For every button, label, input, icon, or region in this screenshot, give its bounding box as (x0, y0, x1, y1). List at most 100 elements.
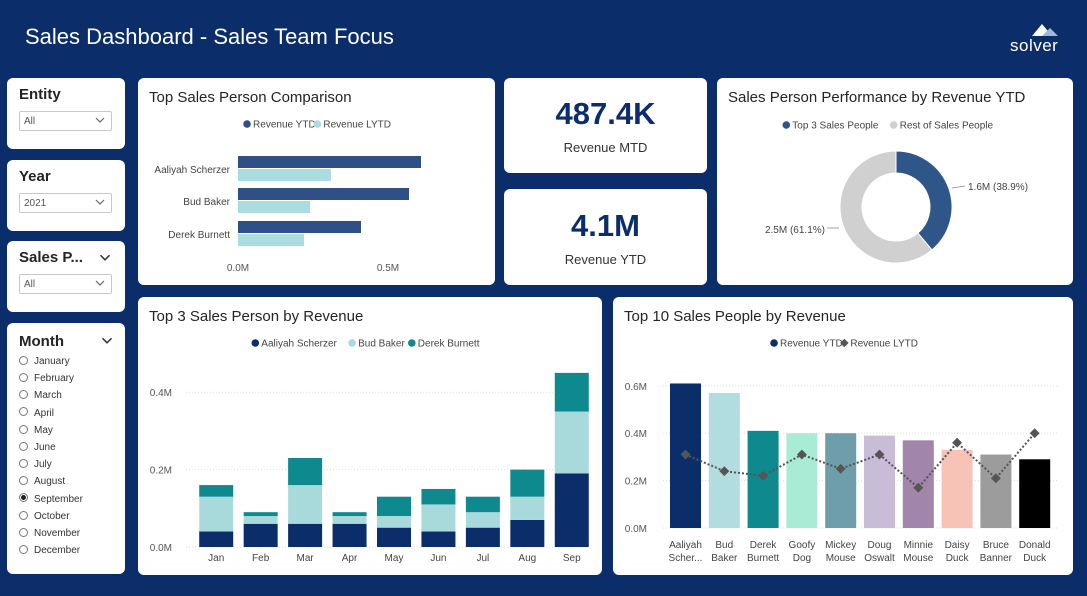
radio-icon[interactable] (19, 527, 28, 537)
x-tick-label: May (385, 553, 404, 564)
radio-icon[interactable] (19, 424, 28, 434)
month-option-label: January (34, 356, 70, 367)
y-tick-label: 0.0M (625, 524, 647, 535)
bar-revenue-ytd (238, 188, 409, 200)
legend-marker (840, 338, 849, 348)
legend-marker (313, 120, 322, 128)
x-tick-label: Mouse (903, 553, 933, 564)
month-option-label: June (34, 442, 56, 453)
chevron-down-icon[interactable] (101, 336, 113, 345)
month-option-may[interactable]: May (19, 424, 53, 439)
month-option-november[interactable]: November (19, 527, 80, 542)
top10-title: Top 10 Sales People by Revenue (624, 308, 846, 325)
x-tick-label: Mouse (826, 553, 856, 564)
stacked-bar-segment (332, 523, 367, 547)
month-option-february[interactable]: February (19, 373, 74, 387)
month-option-september[interactable]: September (19, 493, 83, 508)
category-label: Aaliyah Scherzer (154, 165, 230, 176)
month-option-august[interactable]: August (19, 476, 65, 490)
x-tick-label: Feb (252, 553, 270, 564)
revenue-mtd-value: 487.4K (555, 96, 656, 131)
comparison-card: Top Sales Person Comparison Revenue YTD R… (138, 78, 495, 285)
chevron-down-icon[interactable] (99, 253, 111, 262)
legend-marker (251, 339, 260, 347)
stacked-bar-segment (377, 527, 411, 547)
chevron-down-icon (95, 199, 105, 205)
line-point-revenue-lytd (913, 482, 924, 493)
legend-marker (770, 339, 778, 347)
radio-icon[interactable] (19, 545, 28, 555)
month-option-december[interactable]: December (19, 545, 80, 559)
stacked-bar-segment (243, 516, 278, 524)
x-tick-label: Oswalt (864, 553, 895, 564)
top3-card: Top 3 Sales Person by Revenue Aaliyah Sc… (138, 297, 602, 575)
revenue-mtd-label: Revenue MTD (563, 140, 648, 155)
bar-revenue-ytd (980, 454, 1012, 528)
y-tick-label: 0.4M (150, 388, 172, 399)
x-tick-label: Mickey (825, 540, 856, 551)
entity-slicer: Entity All (7, 78, 125, 149)
bar-revenue-lytd (238, 169, 331, 181)
line-revenue-lytd (685, 432, 1036, 490)
month-option-label: April (34, 407, 55, 419)
y-tick-label: 0.2M (150, 466, 172, 477)
radio-icon[interactable] (19, 390, 28, 400)
x-tick-label: Aug (518, 553, 536, 564)
stacked-bar-segment (421, 488, 456, 505)
stacked-bar-segment (465, 512, 500, 528)
entity-dropdown[interactable]: All (19, 111, 112, 131)
logo-mark-icon (1032, 24, 1058, 36)
stacked-bar-segment (465, 527, 500, 547)
performance-card: Sales Person Performance by Revenue YTD … (717, 78, 1073, 285)
entity-label: Entity (19, 86, 61, 103)
radio-icon[interactable] (19, 493, 28, 503)
x-tick-label: Donald (1019, 540, 1051, 551)
stacked-bar-segment (421, 504, 456, 532)
radio-icon[interactable] (19, 373, 28, 383)
legend-label: Revenue LYTD (323, 120, 391, 131)
sales-person-label: Sales P... (19, 249, 83, 266)
radio-icon[interactable] (19, 441, 28, 451)
bar-revenue-ytd (941, 449, 973, 528)
legend-marker (408, 339, 416, 347)
sales-person-dropdown[interactable]: All (19, 274, 112, 294)
legend-marker (782, 121, 791, 129)
x-tick-label: Duck (946, 553, 970, 564)
radio-icon[interactable] (19, 459, 28, 469)
year-dropdown[interactable]: 2021 (19, 193, 112, 213)
line-point-revenue-lytd (796, 449, 807, 460)
radio-icon[interactable] (19, 407, 28, 417)
month-option-october[interactable]: October (19, 510, 70, 525)
x-tick-label: Jan (208, 553, 224, 564)
bar-revenue-ytd (238, 221, 361, 233)
data-label: 2.5M (61.1%) (765, 225, 825, 236)
month-option-label: March (34, 390, 62, 402)
month-option-label: August (34, 476, 66, 488)
month-option-march[interactable]: March (19, 390, 62, 404)
x-tick-label: Burnett (747, 553, 779, 564)
chevron-down-icon (95, 280, 105, 286)
month-option-january[interactable]: January (19, 355, 70, 370)
y-tick-label: 0.4M (625, 429, 647, 440)
month-option-july[interactable]: July (19, 459, 52, 473)
stacked-bar-segment (199, 496, 234, 532)
leader-line (951, 185, 966, 189)
legend-label: Rest of Sales People (900, 121, 994, 132)
radio-icon[interactable] (19, 355, 28, 365)
stacked-bar-segment (243, 523, 278, 547)
revenue-ytd-card: 4.1M Revenue YTD (504, 189, 707, 285)
month-option-label: May (34, 424, 53, 436)
bar-revenue-ytd (708, 392, 740, 528)
x-tick-label: Mar (296, 553, 314, 564)
radio-icon[interactable] (19, 476, 28, 486)
y-tick-label: 0.6M (625, 382, 647, 393)
y-tick-label: 0.0M (150, 543, 172, 554)
stacked-bar-segment (510, 469, 545, 497)
month-option-june[interactable]: June (19, 441, 56, 456)
stacked-bar-segment (377, 516, 411, 528)
donut-slice (839, 150, 933, 264)
top10-card: Top 10 Sales People by Revenue Revenue Y… (613, 297, 1073, 575)
y-tick-label: 0.2M (625, 477, 647, 488)
radio-icon[interactable] (19, 510, 28, 520)
month-option-april[interactable]: April (19, 407, 55, 422)
